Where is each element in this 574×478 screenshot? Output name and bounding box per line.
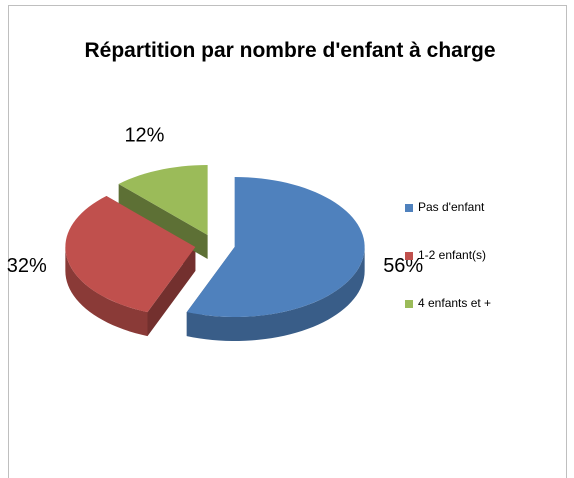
data-label: 56% — [383, 255, 423, 277]
legend-label: 4 enfants et + — [418, 296, 491, 310]
pie-slice — [65, 195, 196, 313]
data-label: 32% — [7, 255, 47, 277]
slice-side — [118, 183, 208, 259]
slice-side — [147, 247, 196, 337]
pie-slice — [186, 177, 365, 318]
legend-label: Pas d'enfant — [418, 200, 485, 214]
pie-slice — [118, 164, 208, 235]
legend-label: 1-2 enfant(s) — [418, 248, 486, 262]
data-label: 12% — [124, 124, 164, 146]
legend-swatch — [405, 252, 413, 260]
slice-wall — [186, 247, 365, 342]
legend-swatch — [405, 300, 413, 308]
legend-swatch — [405, 204, 413, 212]
chart-title: Répartition par nombre d'enfant à charge — [84, 39, 496, 62]
slice-wall — [65, 247, 148, 337]
